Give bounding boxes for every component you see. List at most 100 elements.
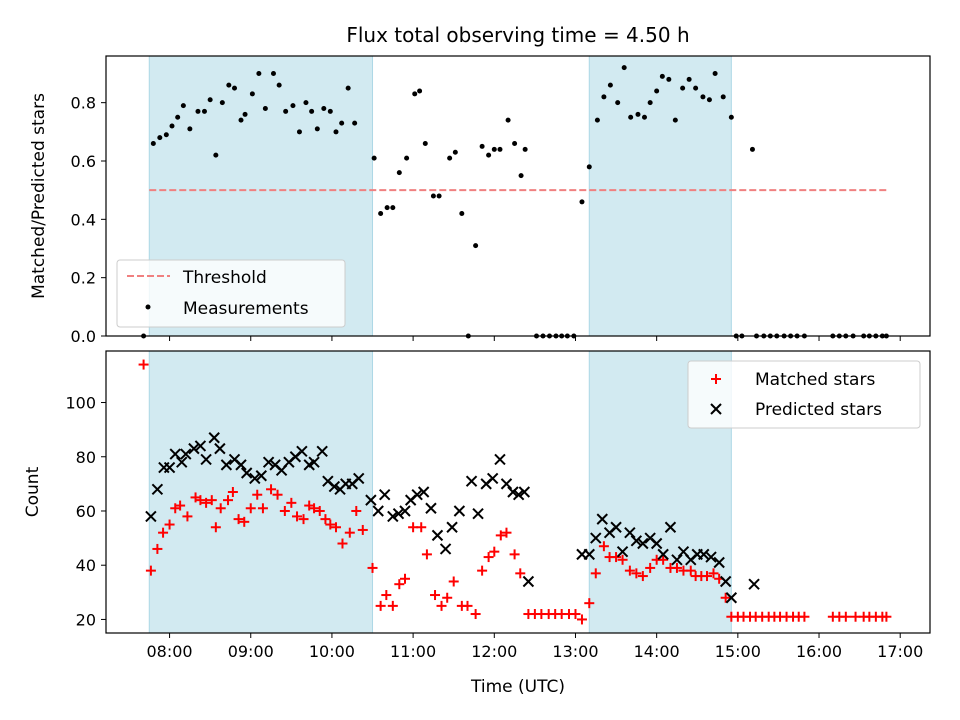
measurement-point bbox=[169, 123, 175, 129]
x-tick-label: 13:00 bbox=[552, 642, 598, 661]
matched-star-point bbox=[138, 359, 149, 370]
matched-star-point bbox=[320, 514, 331, 525]
measurement-point bbox=[659, 73, 665, 79]
measurement-point bbox=[579, 199, 585, 205]
measurement-point bbox=[296, 129, 302, 135]
matched-star-point bbox=[448, 576, 459, 587]
matched-star-point bbox=[576, 614, 587, 625]
legend-matched-label: Matched stars bbox=[755, 370, 875, 390]
predicted-star-point bbox=[163, 461, 176, 474]
measurement-point bbox=[256, 71, 262, 76]
predicted-star-point bbox=[664, 521, 677, 533]
matched-star-point bbox=[223, 495, 234, 506]
matched-star-point bbox=[570, 609, 581, 620]
measurement-point bbox=[390, 205, 396, 211]
predicted-star-point bbox=[208, 432, 220, 444]
matched-star-point bbox=[442, 592, 453, 603]
measurement-point bbox=[213, 152, 219, 158]
predicted-star-point bbox=[372, 505, 384, 517]
legend-predicted-label: Predicted stars bbox=[755, 400, 882, 420]
top-axes-frame bbox=[105, 55, 931, 337]
bottom-y-axis-label: Count bbox=[23, 466, 43, 517]
measurement-point bbox=[601, 94, 607, 100]
matched-star-point bbox=[399, 573, 410, 584]
measurement-point bbox=[505, 117, 511, 123]
measurement-point bbox=[352, 120, 358, 126]
matched-star-point bbox=[367, 562, 378, 573]
y-tick-label: 0.0 bbox=[71, 327, 96, 346]
measurement-point bbox=[150, 141, 156, 146]
predicted-star-point bbox=[399, 505, 411, 517]
measurement-point bbox=[749, 146, 755, 152]
measurement-point bbox=[654, 88, 660, 94]
predicted-star-point bbox=[453, 505, 466, 517]
measurement-point bbox=[303, 100, 309, 106]
matched-star-point bbox=[227, 487, 238, 497]
measurement-point bbox=[314, 126, 320, 132]
x-tick-label: 12:00 bbox=[471, 642, 517, 661]
predicted-star-point bbox=[507, 486, 519, 498]
measurement-point bbox=[422, 141, 428, 146]
bottom-legend: Matched stars Predicted stars bbox=[687, 360, 921, 429]
predicted-star-point bbox=[500, 478, 513, 490]
predicted-star-point bbox=[296, 445, 308, 458]
predicted-star-point bbox=[176, 456, 188, 468]
predicted-star-point bbox=[494, 453, 506, 466]
measurement-point bbox=[497, 146, 503, 152]
x-tick-label: 10:00 bbox=[309, 642, 355, 661]
measurement-point bbox=[333, 129, 339, 135]
measurement-point bbox=[175, 114, 181, 120]
top-legend: Threshold Measurements bbox=[116, 259, 346, 328]
matched-star-point bbox=[515, 568, 526, 579]
matched-star-point bbox=[252, 489, 263, 500]
predicted-star-point bbox=[657, 548, 669, 561]
measurement-point bbox=[686, 76, 692, 82]
measurement-point bbox=[276, 82, 282, 88]
matched-star-point bbox=[394, 579, 405, 590]
matched-star-point bbox=[720, 592, 731, 603]
matched-star-point bbox=[483, 552, 494, 563]
measurement-point bbox=[728, 114, 734, 120]
predicted-star-point bbox=[249, 472, 261, 485]
matched-star-point bbox=[201, 497, 212, 508]
matched-star-point bbox=[314, 505, 325, 516]
measurement-point bbox=[283, 108, 289, 114]
measurement-point bbox=[157, 135, 163, 141]
measurement-point bbox=[586, 164, 592, 170]
measurement-point bbox=[700, 94, 706, 100]
matched-star-point bbox=[351, 505, 362, 516]
predicted-star-point bbox=[465, 475, 478, 487]
predicted-star-point bbox=[417, 486, 430, 498]
predicted-star-point bbox=[387, 510, 399, 523]
matched-star-point bbox=[210, 522, 221, 533]
matched-star-point bbox=[245, 503, 256, 514]
measurement-point bbox=[242, 111, 248, 117]
matched-star-point bbox=[257, 503, 268, 514]
measurement-point bbox=[712, 71, 718, 76]
matched-star-point bbox=[239, 516, 250, 527]
measurement-point bbox=[327, 108, 333, 114]
predicted-star-point bbox=[637, 537, 649, 550]
measurement-point bbox=[693, 85, 699, 91]
y-tick-label: 20 bbox=[76, 610, 96, 629]
matched-star-point bbox=[215, 503, 226, 514]
shaded-interval-2 bbox=[588, 55, 732, 337]
y-tick-label: 0.2 bbox=[71, 269, 96, 288]
x-tick-label: 15:00 bbox=[715, 642, 761, 661]
predicted-star-point bbox=[590, 532, 602, 544]
predicted-star-point bbox=[262, 456, 275, 468]
matched-star-point bbox=[584, 598, 595, 609]
measurement-point bbox=[290, 103, 296, 109]
measurement-point bbox=[486, 152, 492, 158]
predicted-star-point bbox=[439, 543, 452, 555]
matched-star-point bbox=[436, 600, 447, 611]
x-tick-label: 17:00 bbox=[877, 642, 923, 661]
predicted-star-point bbox=[316, 445, 328, 458]
measurement-point bbox=[621, 65, 627, 71]
matched-star-point bbox=[470, 609, 481, 620]
predicted-star-point bbox=[583, 548, 595, 561]
predicted-star-point bbox=[719, 575, 732, 588]
predicted-star-point bbox=[705, 551, 717, 563]
matched-star-point bbox=[337, 538, 348, 549]
